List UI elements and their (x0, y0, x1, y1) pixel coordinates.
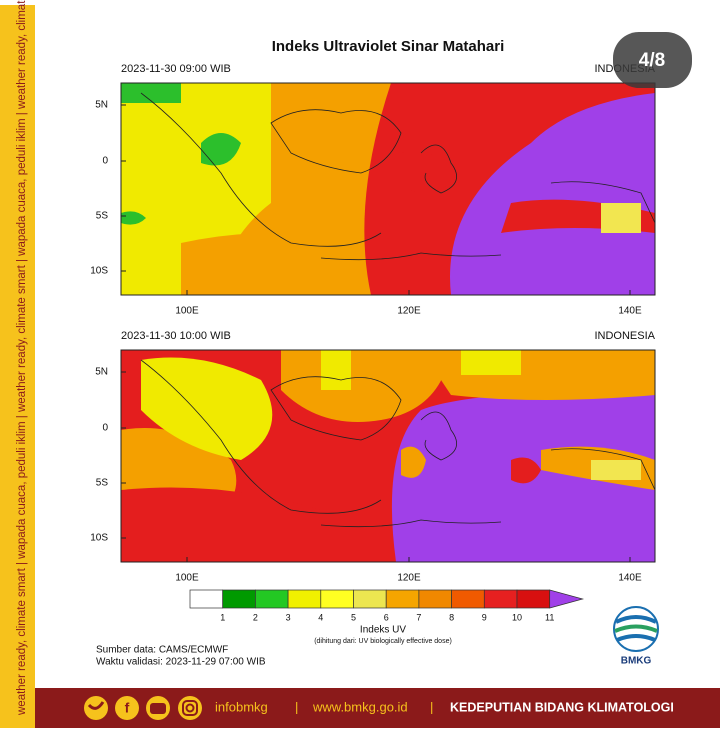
lon-label: 100E (175, 306, 199, 317)
uv-field (401, 446, 426, 478)
title: Indeks Ultraviolet Sinar Matahari (272, 38, 505, 55)
colorbar: 1 2 3 4 5 6 7 8 9 10 11 (189, 589, 585, 622)
footer-website: www.bmkg.go.id (312, 699, 408, 714)
uv-field (321, 350, 351, 390)
coastline (550, 181, 655, 224)
uv-field (421, 350, 655, 400)
colorbar-title: Indeks UV (360, 625, 406, 636)
logo-text: BMKG (621, 656, 652, 667)
footer-department: KEDEPUTIAN BIDANG KLIMATOLOGI (450, 700, 674, 714)
colorbar-label: 3 (286, 612, 291, 622)
coastline (550, 448, 655, 491)
logo (613, 606, 659, 652)
lat-label: 5N (95, 367, 108, 378)
lat-label: 10S (90, 266, 108, 277)
footer-separator: | (295, 699, 298, 714)
colorbar-swatch (222, 589, 256, 609)
coastline (270, 109, 402, 174)
lon-label: 120E (397, 573, 421, 584)
uv-map (121, 83, 655, 295)
uv-map (121, 350, 655, 562)
lat-label: 5S (96, 211, 109, 222)
lon-label: 140E (618, 573, 642, 584)
panel-region: INDONESIA (594, 330, 655, 342)
lon-label: 100E (175, 573, 199, 584)
colorbar-label: 10 (512, 612, 522, 622)
panels: 2023-11-30 09:00 WIB INDONESIA 5N 0 5S 10S 100… (90, 63, 655, 584)
coastline (270, 376, 402, 441)
panel-datetime: 2023-11-30 09:00 WIB (121, 63, 231, 75)
colorbar-label: 8 (449, 612, 454, 622)
lat-label: 5N (95, 100, 108, 111)
colorbar-label: 1 (220, 612, 225, 622)
side-banner: weather ready, climate smart | wapada cu… (16, 0, 28, 716)
coastline (420, 411, 458, 461)
colorbar-swatch (353, 589, 387, 609)
colorbar-label: 7 (416, 612, 421, 622)
coastline (140, 359, 382, 514)
colorbar-label: 6 (384, 612, 389, 622)
uv-field (401, 151, 451, 193)
lon-label: 140E (618, 306, 642, 317)
lat-label: 0 (102, 156, 108, 167)
coastline (320, 519, 502, 528)
lat-label: 5S (96, 478, 109, 489)
colorbar-label: 11 (545, 612, 554, 622)
coastline (420, 144, 458, 194)
uv-field (141, 357, 273, 460)
source: Sumber data: CAMS/ECMWF (96, 645, 228, 656)
social-icons: f (84, 696, 202, 720)
colorbar-swatch (516, 589, 551, 609)
colorbar-swatch (385, 589, 420, 609)
side-strip (0, 5, 35, 728)
uv-field (201, 133, 241, 166)
colorbar-label: 2 (253, 612, 258, 622)
colorbar-swatch (320, 589, 354, 609)
uv-field (461, 350, 521, 375)
lat-label: 0 (102, 423, 108, 434)
coastline (320, 252, 502, 261)
validity: Waktu validasi: 2023-11-29 07:00 WIB (96, 657, 266, 668)
uv-field (121, 211, 146, 225)
colorbar-swatch (418, 589, 452, 609)
lon-label: 120E (397, 306, 421, 317)
lat-label: 10S (90, 533, 108, 544)
map-frame (120, 349, 656, 563)
colorbar-swatch (451, 589, 485, 609)
counter: 4/8 (639, 50, 665, 71)
footer-handle: infobmkg (215, 699, 268, 714)
uv-field (181, 233, 361, 295)
colorbar-label: 5 (351, 612, 356, 622)
colorbar-label: 4 (318, 612, 323, 622)
colorbar-swatch (189, 589, 224, 609)
uv-field (121, 83, 181, 103)
map-frame (120, 82, 656, 296)
uv-field (121, 487, 321, 562)
uv-field (450, 93, 655, 295)
svg-text:f: f (125, 700, 130, 716)
panel-datetime: 2023-11-30 10:00 WIB (121, 330, 231, 342)
colorbar-label: 9 (482, 612, 487, 622)
uv-field (511, 457, 541, 484)
colorbar-swatch (287, 589, 322, 609)
colorbar-swatch (483, 589, 518, 609)
footer-separator: | (430, 699, 433, 714)
uv-field (601, 203, 641, 233)
uv-field (591, 460, 641, 480)
colorbar-subtitle: (dihitung dari: UV biologically effectiv… (314, 638, 452, 645)
colorbar-extension (549, 589, 585, 609)
counter-badge (613, 32, 692, 88)
colorbar-swatch (255, 589, 289, 609)
coastline (140, 92, 382, 247)
